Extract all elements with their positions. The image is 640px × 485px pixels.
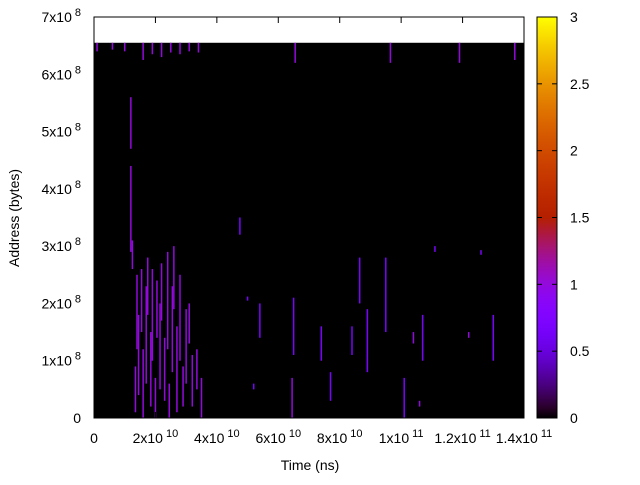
plot-background <box>94 42 524 419</box>
heat-streak <box>188 303 190 344</box>
heat-streak <box>182 366 184 407</box>
heat-streak <box>434 246 436 252</box>
x-tick-label: 1.4x10 11 <box>496 428 552 446</box>
heat-streak <box>252 383 255 390</box>
heat-streak <box>96 42 98 52</box>
heat-streak <box>421 314 424 361</box>
heat-streak <box>366 309 369 373</box>
heat-streak <box>385 257 387 333</box>
heat-streak <box>351 326 353 355</box>
heat-streak <box>131 240 134 270</box>
heat-streak <box>151 269 154 361</box>
heat-streak <box>294 42 296 63</box>
heat-streak <box>246 296 249 301</box>
heat-streak <box>142 42 144 60</box>
heat-streak <box>191 354 194 407</box>
x-tick-label: 8x10 10 <box>317 428 363 446</box>
heat-streak <box>185 309 187 384</box>
heat-streak <box>188 42 190 52</box>
heat-streak <box>136 274 138 350</box>
heat-streak <box>197 42 200 53</box>
heat-streak <box>196 349 198 390</box>
heat-streak <box>154 377 157 418</box>
y-tick-label: 5x10 8 <box>42 122 81 140</box>
x-tick-label: 6x10 10 <box>255 428 301 446</box>
plot-frame <box>93 16 525 419</box>
colorbar-tick-label: 0 <box>570 410 578 426</box>
heat-streak <box>166 251 169 350</box>
heat-streak <box>171 286 174 373</box>
colorbar-tick-label: 1.5 <box>570 210 590 226</box>
colorbar-tick-label: 2.5 <box>570 76 590 92</box>
heat-streak <box>130 165 132 252</box>
heat-streak <box>160 263 163 321</box>
heat-streak <box>514 42 516 60</box>
heat-streak <box>358 257 361 304</box>
heat-streak <box>418 400 421 407</box>
y-axis-label: Address (bytes) <box>6 169 22 267</box>
heat-streak <box>170 42 172 53</box>
heat-streak <box>123 42 126 52</box>
heat-streak <box>168 383 170 418</box>
colorbar-tick-label: 3 <box>570 9 578 25</box>
heat-streak <box>179 42 181 55</box>
y-tick-label: 3x10 8 <box>42 236 81 254</box>
heat-streak <box>151 42 154 55</box>
x-tick-label: 4x10 10 <box>194 428 240 446</box>
x-axis-label: Time (ns) <box>281 457 340 473</box>
x-tick-label: 1.2x10 11 <box>434 428 490 446</box>
heat-streak <box>403 377 405 418</box>
colorbar-tick-label: 2 <box>570 143 578 159</box>
heat-streak <box>329 372 332 401</box>
heat-streak <box>179 274 181 361</box>
y-tick-label: 4x10 8 <box>42 179 81 197</box>
heat-streak <box>159 303 161 390</box>
heat-streak <box>239 217 241 235</box>
heat-streak <box>137 314 140 396</box>
heat-streak <box>145 286 147 384</box>
heat-streak <box>492 314 495 361</box>
heat-streak <box>200 377 203 418</box>
heat-streak <box>140 269 143 333</box>
colorbar-tick-label: 0.5 <box>570 343 590 359</box>
heat-streak <box>176 326 178 413</box>
x-tick-label: 0 <box>90 430 98 446</box>
x-tick-label: 1x10 11 <box>379 428 424 446</box>
y-tick-label: 1x10 8 <box>42 351 81 369</box>
heat-streak <box>134 366 137 413</box>
heat-streak <box>259 303 261 338</box>
heat-streak <box>142 349 144 418</box>
heat-streak <box>130 97 132 149</box>
heat-streak <box>291 377 293 418</box>
heat-streak <box>412 332 415 344</box>
colorbar-tick-label: 1 <box>570 276 578 292</box>
x-tick-label: 2x10 10 <box>133 428 179 446</box>
heat-streak <box>163 337 166 401</box>
y-tick-label: 0 <box>73 410 81 426</box>
heat-streak <box>320 326 323 361</box>
heat-streak <box>389 42 392 63</box>
heat-streak <box>480 250 482 255</box>
heat-streak <box>292 297 295 355</box>
y-tick-label: 7x10 8 <box>42 7 81 25</box>
y-tick-label: 6x10 8 <box>42 64 81 82</box>
heat-streak <box>173 246 175 310</box>
heat-streak <box>458 42 461 63</box>
heat-streak <box>467 332 470 338</box>
heat-streak <box>156 280 158 338</box>
heat-streak <box>160 42 163 58</box>
heat-streak <box>150 332 152 407</box>
heat-streak <box>111 42 114 50</box>
y-tick-label: 2x10 8 <box>42 293 81 311</box>
heat-streak <box>147 257 149 315</box>
